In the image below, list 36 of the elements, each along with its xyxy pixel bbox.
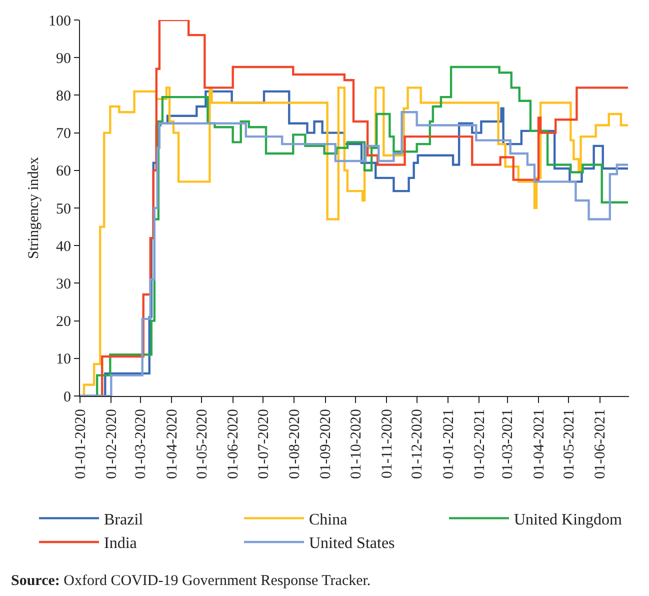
x-tick-label: 01-08-2020 bbox=[287, 409, 304, 479]
x-tick-label: 01-03-2020 bbox=[133, 409, 150, 479]
x-tick-label: 01-04-2021 bbox=[531, 409, 548, 479]
x-tick-label: 01-06-2020 bbox=[226, 409, 242, 479]
x-tick-label: 01-03-2021 bbox=[500, 409, 516, 479]
x-tick-label: 01-02-2021 bbox=[472, 409, 488, 479]
x-tick-label: 01-07-2020 bbox=[256, 409, 272, 479]
x-tick-label: 01-09-2020 bbox=[318, 409, 334, 479]
y-tick-label: 30 bbox=[56, 276, 71, 292]
legend-label: United Kingdom bbox=[514, 511, 623, 528]
x-tick-label: 01-11-2020 bbox=[380, 409, 396, 478]
y-tick-label: 90 bbox=[56, 50, 71, 67]
legend-label: United States bbox=[309, 535, 395, 552]
y-tick-label: 20 bbox=[56, 314, 71, 330]
y-tick-label: 80 bbox=[56, 88, 71, 104]
x-tick-label: 01-12-2020 bbox=[410, 409, 426, 479]
x-tick-label: 01-02-2020 bbox=[104, 409, 120, 479]
y-tick-label: 40 bbox=[56, 238, 71, 255]
x-tick-label: 01-05-2021 bbox=[562, 409, 578, 479]
y-tick-label: 10 bbox=[56, 352, 71, 368]
y-tick-label: 50 bbox=[56, 201, 71, 218]
legend-label: China bbox=[309, 511, 348, 528]
legend-label: Brazil bbox=[104, 511, 144, 528]
x-tick-label: 01-04-2020 bbox=[164, 409, 180, 479]
y-tick-label: 100 bbox=[48, 13, 71, 30]
legend-label: India bbox=[104, 535, 137, 552]
y-axis-title: Stringency index bbox=[26, 156, 42, 260]
y-tick-label: 60 bbox=[56, 164, 71, 180]
x-tick-label: 01-05-2020 bbox=[194, 409, 211, 479]
x-tick-label: 01-01-2020 bbox=[72, 409, 89, 479]
source-note: Source: Oxford COVID-19 Government Response Tracker. bbox=[11, 573, 371, 589]
x-tick-label: 01-06-2021 bbox=[592, 409, 609, 479]
y-tick-label: 70 bbox=[56, 126, 71, 142]
x-tick-label: 01-01-2021 bbox=[440, 409, 457, 479]
x-tick-label: 01-10-2020 bbox=[348, 409, 364, 479]
y-tick-label: 0 bbox=[64, 389, 71, 406]
